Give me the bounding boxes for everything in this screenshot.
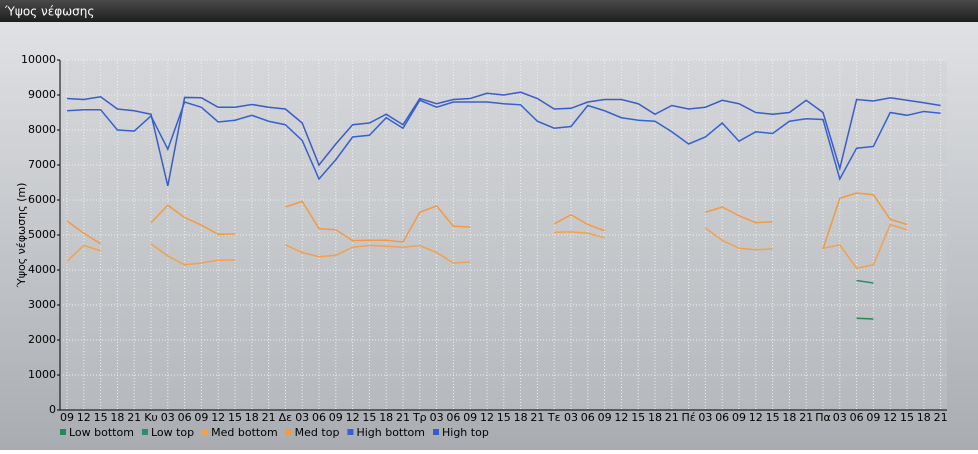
x-tick-label: 15 [94, 411, 108, 424]
legend-label: High top [442, 426, 489, 439]
x-tick-label: 21 [934, 411, 948, 424]
x-tick-label: 18 [245, 411, 259, 424]
legend-swatch [202, 429, 209, 435]
x-tick-label: 18 [514, 411, 528, 424]
legend-label: Low top [151, 426, 194, 439]
x-tick-label: 09 [463, 411, 477, 424]
x-tick-label: 09 [598, 411, 612, 424]
x-tick-label: Τρ [412, 411, 427, 424]
legend-swatch [433, 429, 439, 435]
x-tick-label: 18 [379, 411, 393, 424]
x-tick-label: 06 [581, 411, 595, 424]
x-tick-label: 15 [900, 411, 914, 424]
x-tick-label: 12 [614, 411, 628, 424]
x-tick-label: 09 [732, 411, 746, 424]
x-tick-label: 18 [110, 411, 124, 424]
x-tick-label: 12 [211, 411, 225, 424]
x-tick-label: 09 [60, 411, 74, 424]
x-tick-label: 21 [799, 411, 813, 424]
x-tick-label: 12 [77, 411, 91, 424]
x-tick-label: Τε [547, 411, 561, 424]
x-tick-label: 06 [312, 411, 326, 424]
series-line [66, 192, 908, 250]
legend-swatch [285, 429, 292, 435]
x-tick-label: 15 [631, 411, 645, 424]
series-line [856, 279, 874, 284]
y-tick-label: 10000 [21, 53, 56, 66]
x-tick-label: 18 [782, 411, 796, 424]
x-tick-label: 03 [161, 411, 175, 424]
y-axis-label: Ύψος νέφωσης (m) [15, 183, 28, 289]
x-tick-label: 03 [698, 411, 712, 424]
y-tick-label: 0 [49, 403, 56, 416]
y-tick-label: 6000 [28, 193, 56, 206]
x-tick-label: 21 [396, 411, 410, 424]
y-tick-label: 3000 [28, 298, 56, 311]
series-line [856, 317, 874, 320]
y-tick-label: 1000 [28, 368, 56, 381]
x-tick-label: 21 [262, 411, 276, 424]
legend-label: Med top [295, 426, 340, 439]
x-tick-label: 03 [833, 411, 847, 424]
x-tick-label: 09 [329, 411, 343, 424]
legend-swatch [60, 429, 66, 435]
x-tick-label: 18 [917, 411, 931, 424]
x-tick-label: 09 [866, 411, 880, 424]
x-tick-label: 06 [446, 411, 460, 424]
y-tick-label: 9000 [28, 88, 56, 101]
x-tick-label: 15 [228, 411, 242, 424]
x-tick-label: 21 [530, 411, 544, 424]
series-line [66, 91, 941, 187]
y-tick-label: 8000 [28, 123, 56, 136]
x-tick-label: Πέ [681, 411, 695, 424]
x-tick-label: 12 [346, 411, 360, 424]
title-bar [0, 0, 978, 22]
x-tick-label: 09 [194, 411, 208, 424]
x-tick-label: Δε [279, 411, 293, 424]
y-tick-label: 2000 [28, 333, 56, 346]
legend-swatch [347, 429, 354, 435]
x-tick-label: 06 [850, 411, 864, 424]
legend-label: High bottom [356, 426, 425, 439]
x-tick-label: Πα [815, 411, 831, 424]
x-tick-label: Κυ [144, 411, 158, 424]
x-tick-label: 12 [480, 411, 494, 424]
y-tick-label: 4000 [28, 263, 56, 276]
x-tick-label: 03 [564, 411, 578, 424]
x-tick-label: 15 [497, 411, 511, 424]
legend-swatch [141, 429, 148, 435]
chart-title: Ύψος νέφωσης [4, 5, 94, 19]
y-tick-label: 5000 [28, 228, 56, 241]
x-tick-label: 12 [883, 411, 897, 424]
series-line [66, 99, 941, 181]
x-tick-label: 06 [715, 411, 729, 424]
x-tick-label: 21 [127, 411, 141, 424]
x-tick-label: 06 [178, 411, 192, 424]
series-line [66, 223, 908, 270]
y-tick-label: 7000 [28, 158, 56, 171]
x-tick-label: 15 [766, 411, 780, 424]
legend-label: Med bottom [211, 426, 278, 439]
legend-label: Low bottom [69, 426, 134, 439]
x-tick-label: 03 [430, 411, 444, 424]
x-tick-label: 03 [295, 411, 309, 424]
x-tick-label: 12 [749, 411, 763, 424]
x-tick-label: 18 [648, 411, 662, 424]
x-tick-label: 15 [362, 411, 376, 424]
x-tick-label: 21 [665, 411, 679, 424]
